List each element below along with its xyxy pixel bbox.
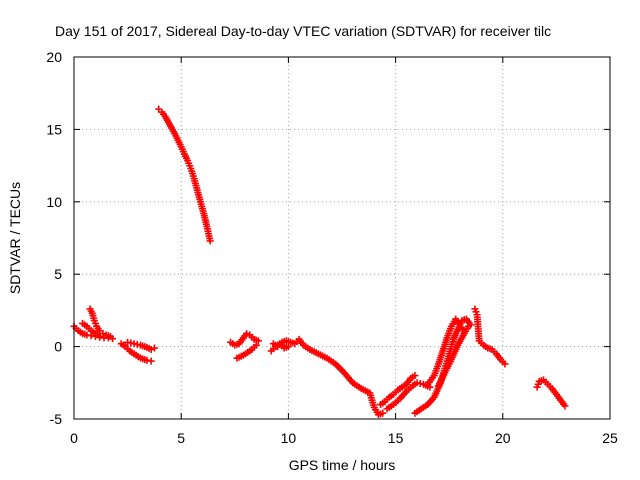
data-point	[106, 332, 114, 340]
y-tick-label: 5	[54, 266, 62, 282]
y-tick-label: 15	[46, 121, 62, 137]
data-point	[501, 360, 509, 368]
y-tick-label: 0	[54, 339, 62, 355]
y-axis-label: SDTVAR / TECUs	[7, 182, 23, 294]
data-point	[411, 372, 419, 380]
plot-frame	[73, 56, 611, 420]
x-tick-label: 0	[70, 430, 78, 446]
plot-area	[70, 105, 569, 419]
data-point	[254, 337, 262, 345]
x-axis-label: GPS time / hours	[289, 457, 396, 473]
chart-title: Day 151 of 2017, Sidereal Day-to-day VTE…	[55, 23, 551, 39]
y-tick-labels: -5 0 5 10 15 20	[46, 49, 62, 427]
x-tick-label: 25	[602, 430, 618, 446]
data-point	[464, 322, 472, 330]
axis-ticks	[73, 56, 611, 420]
x-tick-label: 20	[495, 430, 511, 446]
data-point	[252, 341, 260, 349]
y-tick-label: -5	[50, 411, 63, 427]
data-point	[561, 402, 569, 410]
data-point	[99, 330, 107, 338]
x-tick-label: 5	[177, 430, 185, 446]
data-point	[150, 344, 158, 352]
data-point	[284, 343, 292, 351]
data-point	[243, 330, 251, 338]
x-tick-label: 10	[281, 430, 297, 446]
data-point	[147, 345, 155, 353]
data-point	[147, 357, 155, 365]
grid	[74, 57, 610, 419]
y-tick-label: 20	[46, 49, 62, 65]
x-tick-label: 15	[388, 430, 404, 446]
x-tick-labels: 0 5 10 15 20 25	[70, 430, 618, 446]
y-tick-label: 10	[46, 194, 62, 210]
data-point	[379, 409, 387, 417]
data-point	[206, 237, 214, 245]
